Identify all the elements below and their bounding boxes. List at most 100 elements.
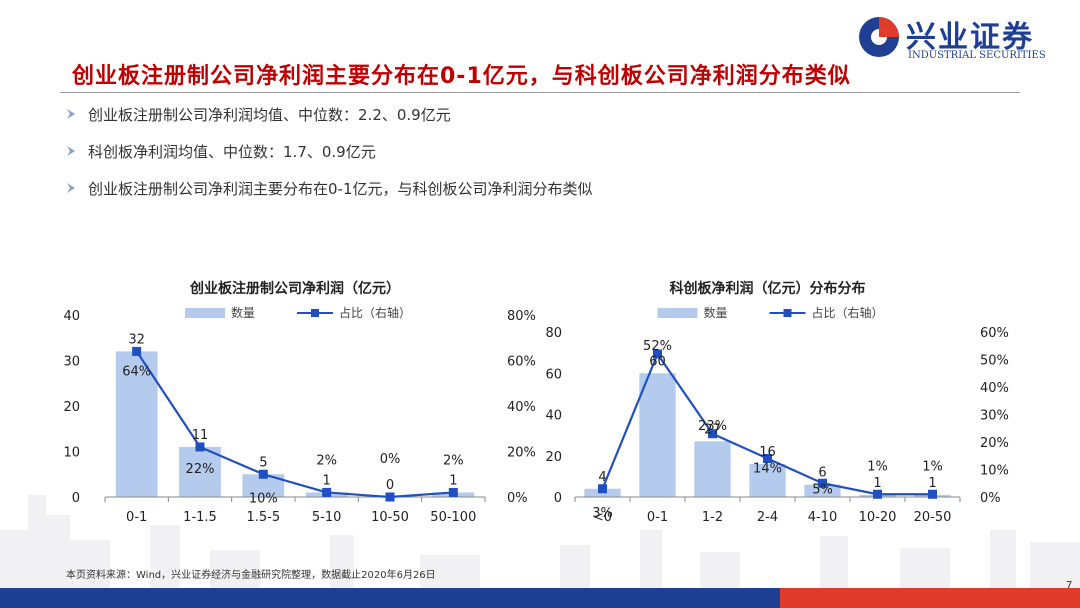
y-right-tick-label: 20%: [980, 436, 1009, 451]
y-right-tick-label: 20%: [507, 446, 536, 461]
logo-subtext: INDUSTRIAL SECURITIES: [908, 50, 1046, 61]
bullet-text: 科创板净利润均值、中位数：1.7、0.9亿元: [88, 143, 376, 161]
bar: [115, 351, 158, 497]
series-line: [135, 350, 454, 499]
skyline-background: [0, 495, 1080, 588]
line-marker: [873, 489, 882, 499]
page-title: 创业板注册制公司净利润主要分布在0-1亿元，与科创板公司净利润分布类似: [72, 64, 851, 89]
x-tick-label: 10-50: [371, 510, 409, 525]
bar-data-label: 11: [192, 428, 209, 443]
x-tick-label: <0: [593, 510, 612, 525]
bar: [804, 484, 841, 497]
bar-data-label: 16: [759, 445, 776, 460]
chevron-right-icon: [67, 183, 75, 193]
bar-data-label: 27: [704, 422, 721, 437]
x-tick-label: 20-50: [914, 510, 952, 525]
brand-logo: 兴业证券 INDUSTRIAL SECURITIES: [856, 10, 1071, 66]
x-tick-label: 1.5-5: [247, 510, 281, 525]
chevron-right-icon: [67, 146, 75, 156]
bar-data-label: 1: [873, 476, 881, 491]
y-left-tick-label: 20: [545, 450, 562, 465]
y-left-tick-label: 0: [72, 491, 80, 506]
bar: [694, 441, 731, 497]
x-tick-label: 0-1: [126, 510, 147, 525]
y-right-tick-label: 0%: [507, 491, 528, 506]
line-data-label: 0%: [380, 452, 401, 467]
line-marker: [195, 442, 205, 452]
line-data-label: 10%: [249, 491, 278, 506]
bar: [749, 464, 786, 497]
line-data-label: 3%: [592, 506, 613, 521]
page-number: 7: [1066, 580, 1073, 591]
y-right-tick-label: 60%: [507, 355, 536, 370]
bar-data-label: 60: [649, 354, 666, 369]
chevron-right-icon: [67, 109, 75, 119]
y-left-tick-label: 40: [545, 409, 562, 424]
footer-bar-red: [780, 588, 1080, 608]
logo-mark-icon: [859, 17, 899, 57]
source-note: 本页资料来源：Wind，兴业证券经济与金融研究院整理，数据截止2020年6月26…: [66, 570, 436, 581]
line-marker: [708, 429, 717, 439]
bar-data-label: 4: [598, 470, 606, 485]
chart-title: 科创板净利润（亿元）分布分布: [670, 280, 866, 297]
line-marker: [322, 487, 332, 497]
y-left-tick-label: 60: [545, 367, 562, 382]
y-right-tick-label: 0%: [980, 491, 1001, 506]
y-left-tick-label: 30: [63, 355, 80, 370]
y-left-tick-label: 10: [63, 446, 80, 461]
line-marker: [448, 487, 458, 497]
legend-label-bar: 数量: [231, 305, 255, 320]
legend-swatch-bar: [657, 308, 698, 318]
bar-data-label: 0: [386, 478, 394, 493]
logo-text: 兴业证券: [906, 20, 1034, 55]
line-data-label: 52%: [643, 339, 672, 354]
y-right-tick-label: 50%: [980, 354, 1009, 369]
legend-label-line: 占比（右轴）: [812, 305, 884, 320]
bar: [179, 446, 221, 497]
line-data-label: 23%: [698, 419, 727, 434]
y-right-tick-label: 30%: [980, 409, 1009, 424]
line-data-label: 1%: [867, 459, 888, 474]
y-left-tick-label: 80: [545, 326, 562, 341]
bar: [242, 474, 285, 497]
y-left-tick-label: 40: [63, 309, 80, 324]
bar-data-label: 5: [259, 455, 267, 470]
y-right-tick-label: 10%: [980, 464, 1009, 479]
bar-data-label: 1: [323, 473, 331, 488]
x-tick-label: 1-1.5: [183, 510, 217, 525]
line-marker: [385, 492, 395, 502]
line-data-label: 64%: [122, 364, 151, 379]
legend-label-bar: 数量: [704, 305, 728, 320]
line-marker: [928, 489, 937, 499]
line-marker: [818, 478, 827, 488]
x-tick-label: 2-4: [757, 510, 778, 525]
bar-data-label: 32: [128, 332, 145, 347]
title-divider: [60, 92, 1020, 93]
line-data-label: 22%: [186, 462, 215, 477]
footer-bar-blue: [0, 588, 780, 608]
y-right-tick-label: 40%: [507, 400, 536, 415]
line-marker: [763, 454, 772, 463]
x-tick-label: 4-10: [808, 510, 838, 525]
legend-swatch-bar: [185, 308, 225, 318]
line-data-label: 2%: [443, 453, 464, 468]
x-tick-label: 0-1: [647, 510, 668, 525]
line-marker: [132, 346, 142, 356]
y-right-tick-label: 60%: [980, 326, 1009, 341]
y-right-tick-label: 40%: [980, 381, 1009, 396]
bar-data-label: 6: [818, 466, 826, 481]
bullet-text: 创业板注册制公司净利润主要分布在0-1亿元，与科创板公司净利润分布类似: [88, 180, 593, 198]
line-data-label: 1%: [922, 459, 943, 474]
bar: [639, 373, 676, 497]
chart-chinext-net-profit: 创业板注册制公司净利润（亿元）数量 占比（右轴）0102030400%20%40%…: [63, 280, 536, 525]
line-data-label: 14%: [753, 462, 782, 477]
legend-marker: [783, 309, 792, 317]
x-tick-label: 1-2: [702, 510, 723, 525]
y-right-tick-label: 80%: [507, 309, 536, 324]
line-data-label: 5%: [812, 482, 833, 497]
line-marker: [258, 469, 268, 479]
y-left-tick-label: 20: [63, 400, 80, 415]
x-tick-label: 10-20: [859, 510, 897, 525]
chart-title: 创业板注册制公司净利润（亿元）: [189, 280, 400, 297]
